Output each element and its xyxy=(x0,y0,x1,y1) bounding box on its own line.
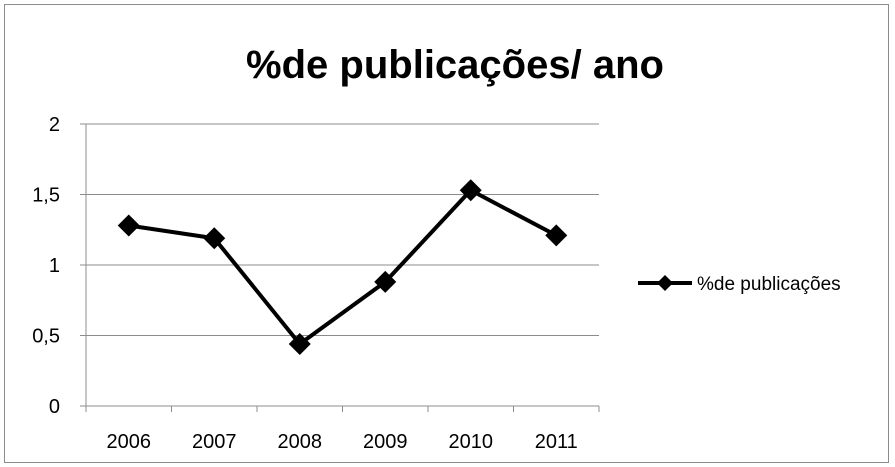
data-point-marker xyxy=(545,224,568,247)
x-tick-label: 2009 xyxy=(363,431,408,453)
axes xyxy=(80,123,600,412)
legend-marker xyxy=(657,275,673,291)
x-tick-label: 2010 xyxy=(449,431,494,453)
data-point-marker xyxy=(374,270,397,293)
legend-label: %de publicações xyxy=(697,274,841,295)
x-tick-label: 2011 xyxy=(535,431,578,453)
y-tick-labels: 0 0,5 1 1,5 2 xyxy=(32,114,60,418)
y-tick-label: 0 xyxy=(49,396,60,418)
series-group xyxy=(117,179,568,355)
y-tick-label: 1 xyxy=(49,255,60,277)
x-tick-label: 2006 xyxy=(107,431,152,453)
y-tick-label: 0,5 xyxy=(32,326,60,348)
x-tick-labels: 2006 2007 2008 2009 2010 2011 xyxy=(107,431,578,453)
x-tick-label: 2007 xyxy=(192,431,237,453)
legend: %de publicações xyxy=(638,274,841,295)
data-point-marker xyxy=(117,214,140,237)
chart-title: %de publicações/ ano xyxy=(246,43,664,87)
y-tick-label: 2 xyxy=(49,114,60,136)
data-point-marker xyxy=(459,179,482,202)
data-point-marker xyxy=(288,332,311,355)
chart-frame xyxy=(4,4,889,463)
x-tick-label: 2008 xyxy=(278,431,323,453)
series-line xyxy=(128,188,558,346)
y-tick-label: 1,5 xyxy=(32,185,60,207)
gridlines xyxy=(86,123,599,336)
data-point-marker xyxy=(203,227,226,250)
